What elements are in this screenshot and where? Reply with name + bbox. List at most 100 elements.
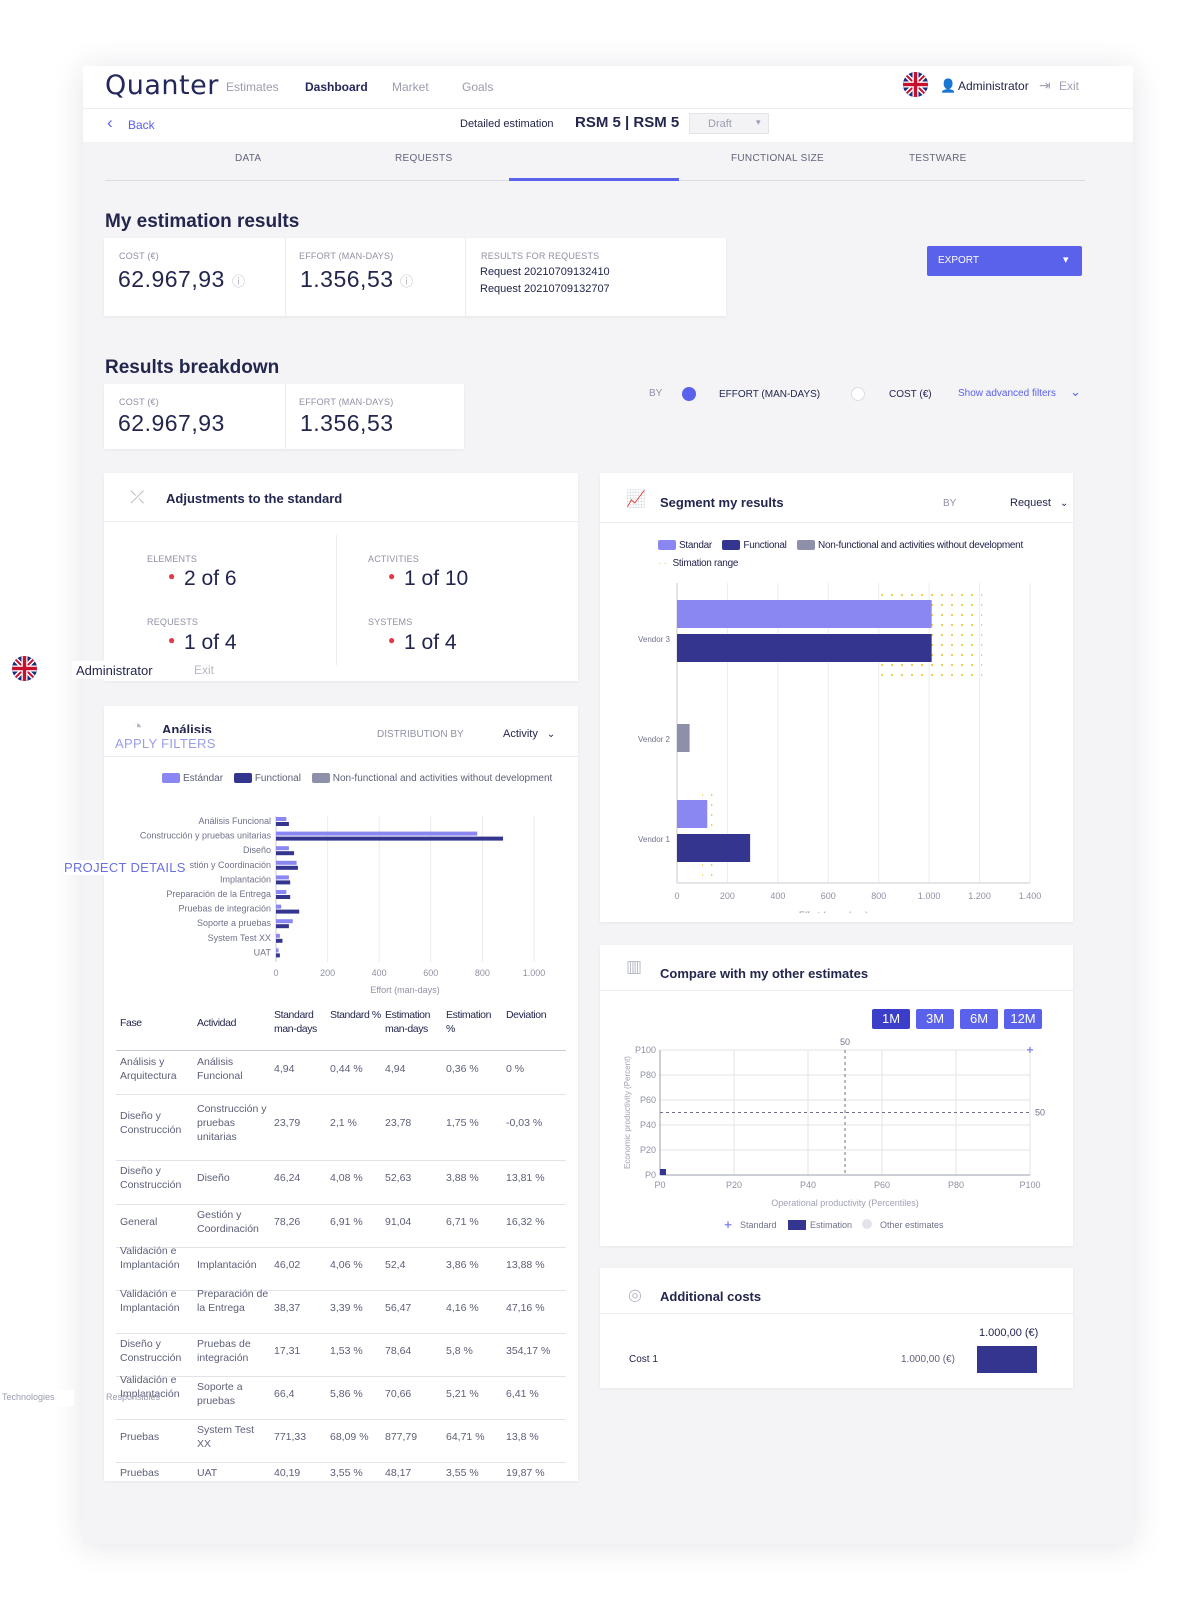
systems-value[interactable]: 1 of 4	[404, 631, 457, 654]
activities-value[interactable]: 1 of 10	[404, 567, 469, 590]
radio-effort-label[interactable]: EFFORT (MAN-DAYS)	[719, 389, 821, 400]
legend-label: Functional	[254, 773, 301, 784]
radio-effort[interactable]	[682, 387, 696, 401]
back-chevron-icon[interactable]: ‹	[107, 113, 113, 132]
table-cell: 5,86 %	[330, 1387, 363, 1400]
row-divider	[116, 1204, 566, 1205]
compare-card: ▥ Compare with my other estimates P0 P20 P…	[600, 945, 1073, 1246]
nav-dashboard[interactable]: Dashboard	[305, 80, 368, 94]
table-cell: General	[120, 1215, 158, 1228]
table-cell: 0 %	[506, 1062, 525, 1075]
segment-chart: 0 200 400 600 800 1.000 1.200 1.400 Vendor 3 Vend…	[638, 583, 1041, 913]
bar-standard	[276, 817, 287, 821]
period-12m-button[interactable]: 12M	[1004, 1009, 1042, 1029]
point-standard: +	[1026, 1043, 1033, 1057]
category-label: System Test XX	[208, 933, 271, 943]
detailed-estimation-label: Detailed estimation	[460, 118, 554, 130]
activities-label: ACTIVITIES	[368, 554, 420, 564]
results-kpi-card: COST (€) 62.967,93 ⓘ EFFORT (MAN-DAYS) 1…	[104, 238, 726, 316]
reference-label-x: 50	[840, 1037, 850, 1047]
nav-goals[interactable]: Goals	[462, 80, 494, 94]
user-name[interactable]: Administrator	[958, 79, 1029, 93]
compare-title: Compare with my other estimates	[660, 966, 869, 981]
table-cell: 13,81 %	[506, 1172, 545, 1184]
bar-functional	[276, 836, 504, 841]
info-icon[interactable]: ⓘ	[400, 274, 414, 289]
table-cell: 40,19	[274, 1467, 301, 1479]
x-tick-label: 400	[770, 891, 785, 901]
period-3m-button[interactable]: 3M	[916, 1009, 954, 1029]
uk-flag-icon[interactable]	[12, 656, 37, 681]
category-label: Vendor 1	[638, 835, 671, 844]
radio-cost[interactable]	[851, 387, 865, 401]
results-effort-label: EFFORT (MAN-DAYS)	[299, 251, 394, 261]
bar-standard	[276, 904, 282, 909]
table-cell: Validación e Implantación	[120, 1287, 180, 1314]
category-label: Análisis Funcional	[198, 816, 271, 826]
back-link[interactable]: Back	[128, 118, 155, 132]
by-label: BY	[649, 388, 663, 399]
apply-filters-button[interactable]: APPLY FILTERS	[115, 736, 216, 751]
exit-icon[interactable]: ⇥	[1039, 77, 1051, 93]
radio-cost-label[interactable]: COST (€)	[889, 389, 932, 400]
overlay-exit[interactable]: Exit	[194, 663, 215, 677]
table-cell: 47,16 %	[506, 1301, 545, 1314]
tab-requests[interactable]: REQUESTS	[395, 153, 453, 164]
x-tick-label: 1.000	[523, 968, 546, 978]
distribution-select[interactable]: Activity ⌄	[503, 728, 555, 740]
export-button[interactable]: EXPORT ▾	[927, 246, 1082, 276]
period-1m-button[interactable]: 1M	[872, 1009, 910, 1029]
requests-value[interactable]: 1 of 4	[184, 631, 237, 654]
bar-functional	[677, 834, 751, 862]
info-icon[interactable]: ⓘ	[232, 274, 246, 289]
elements-label: ELEMENTS	[147, 554, 198, 564]
x-tick-label: 200	[320, 968, 335, 978]
card-divider	[600, 990, 1073, 991]
breakdown-effort-value: 1.356,53	[300, 410, 394, 436]
table-cell: 23,79	[274, 1117, 301, 1129]
technologies-label[interactable]: Technologies	[2, 1392, 55, 1402]
exit-link[interactable]: Exit	[1059, 79, 1080, 93]
x-axis-label: Effort (man-days)	[799, 910, 868, 913]
row-divider	[116, 1247, 566, 1248]
cost-item-name: Cost 1	[629, 1354, 658, 1365]
bar-nonfunctional	[677, 724, 690, 752]
quanter-logo[interactable]: Quanter	[105, 70, 219, 101]
overlay-admin[interactable]: Administrator	[76, 663, 153, 678]
advanced-filters-link[interactable]: Show advanced filters	[958, 388, 1056, 399]
tab-functional-size[interactable]: FUNCTIONAL SIZE	[731, 153, 825, 164]
nav-market[interactable]: Market	[392, 80, 429, 94]
legend-swatch	[162, 773, 180, 784]
table-cell: 3,55 %	[446, 1467, 479, 1479]
segment-title: Segment my results	[660, 495, 784, 510]
bar-functional	[276, 938, 283, 943]
chevron-down-icon[interactable]: ⌄	[1070, 384, 1081, 399]
coin-icon: ◎	[628, 1287, 642, 1304]
table-cell: 1,75 %	[446, 1117, 479, 1129]
analysis-card: ◔ Análisis DISTRIBUTION BY Activity ⌄ Es…	[104, 706, 578, 1481]
table-cell: 3,86 %	[446, 1258, 479, 1271]
table-cell: 91,04	[385, 1215, 412, 1228]
table-cell: 877,79	[385, 1430, 418, 1443]
tab-testware[interactable]: TESTWARE	[909, 153, 967, 164]
project-details-link[interactable]: PROJECT DETAILS	[64, 860, 190, 875]
status-select[interactable]: Draft ▾	[689, 113, 769, 134]
table-cell: 70,66	[385, 1387, 412, 1400]
table-cell: 16,32 %	[506, 1215, 545, 1228]
elements-value[interactable]: 2 of 6	[184, 567, 237, 590]
period-6m-button[interactable]: 6M	[960, 1009, 998, 1029]
legend-swatch	[311, 773, 330, 784]
project-title: RSM 5 | RSM 5	[575, 114, 680, 131]
table-header-cell: Actividad	[197, 1017, 237, 1029]
nav-estimates[interactable]: Estimates	[226, 80, 279, 94]
segment-select[interactable]: Request ⌄	[1010, 497, 1068, 509]
x-axis-label: Effort (man-days)	[370, 985, 439, 995]
tab-data[interactable]: DATA	[235, 153, 262, 164]
alert-dot-icon: ●	[388, 633, 396, 647]
uk-flag-icon[interactable]	[903, 72, 928, 97]
results-cost-value: 62.967,93	[118, 266, 225, 292]
breakdown-effort-label: EFFORT (MAN-DAYS)	[299, 397, 394, 407]
segment-legend-range: · · Stimation range	[658, 558, 738, 569]
responsibles-label[interactable]: Responsibles	[106, 1392, 161, 1402]
card-divider	[336, 535, 337, 665]
